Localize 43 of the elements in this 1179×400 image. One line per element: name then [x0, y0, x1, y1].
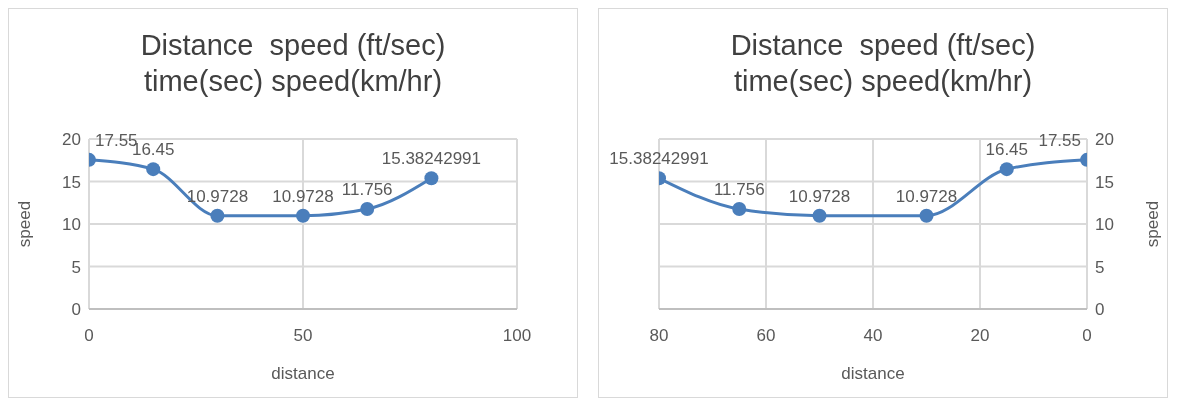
y-tick-label: 10 — [62, 215, 81, 235]
data-label: 11.756 — [713, 180, 765, 200]
x-tick-label: 60 — [756, 326, 776, 346]
x-tick-label: 40 — [863, 326, 883, 346]
x-tick-label: 80 — [649, 326, 669, 346]
y-tick-label: 20 — [62, 130, 81, 150]
x-axis-title: distance — [841, 364, 905, 383]
point — [919, 208, 934, 223]
y-tick-label: 5 — [71, 257, 81, 277]
chart-title: Distance speed (ft/sec) time(sec) speed(km/hr) — [729, 28, 1037, 99]
y-tick-label: 0 — [71, 300, 81, 320]
x-axis-title: distance — [271, 364, 335, 383]
data-label: 10.9728 — [186, 186, 249, 206]
y2-tick-label: 5 — [1095, 257, 1105, 277]
point — [210, 208, 225, 223]
x-tick-label: 0 — [84, 326, 94, 346]
y2-tick-label: 0 — [1095, 300, 1105, 320]
x-tick-label: 50 — [293, 326, 313, 346]
x-tick-label: 100 — [502, 326, 532, 346]
y2-tick-label: 10 — [1095, 215, 1114, 235]
data-label: 10.9728 — [895, 186, 958, 206]
data-label: 10.9728 — [272, 186, 334, 206]
point — [999, 162, 1014, 177]
y2-axis-title: speed — [1143, 200, 1163, 248]
point — [812, 208, 827, 223]
y2-tick-label: 15 — [1095, 172, 1114, 192]
data-label: 11.756 — [341, 180, 393, 200]
point — [732, 202, 747, 217]
data-label: 10.9728 — [788, 186, 851, 206]
point — [296, 208, 310, 223]
y-axis-title: speed — [15, 200, 35, 248]
y2-tick-label: 20 — [1095, 130, 1114, 150]
data-label: 17.55 — [1038, 130, 1081, 150]
point — [360, 202, 375, 217]
point — [424, 171, 439, 186]
y-tick-label: 15 — [62, 172, 81, 192]
data-label: 16.45 — [985, 140, 1029, 160]
point — [146, 162, 161, 177]
data-label: 15.38242991 — [609, 149, 709, 169]
x-tick-label: 20 — [970, 326, 990, 346]
data-label: 15.38242991 — [381, 149, 482, 169]
x-tick-label: 0 — [1082, 326, 1092, 346]
chart-title: Distance speed (ft/sec) time(sec) speed(km/hr) — [139, 28, 447, 99]
